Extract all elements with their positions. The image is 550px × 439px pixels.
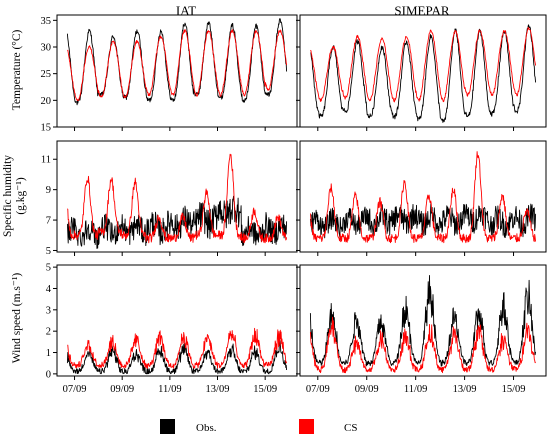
panel-iat-wind: 0 1 2 3 4 5 07/09 09/09 11/09 13/09 15/09 xyxy=(46,263,298,395)
legend-swatch-obs xyxy=(160,419,175,434)
series-line-obs xyxy=(310,24,537,123)
y-tick-label: 5 xyxy=(46,263,51,274)
y-tick-label: 2 xyxy=(46,327,51,338)
y-tick-label: 3 xyxy=(46,305,51,316)
panels-group: 15 20 25 30 35 5 7 9 11 0 1 2 3 4 5 07/09 09/09 11/09 13/0… xyxy=(41,14,547,395)
x-tick-label: 11/09 xyxy=(404,384,428,395)
x-tick-label: 15/09 xyxy=(502,384,526,395)
y-tick-label: 20 xyxy=(41,96,52,107)
panel-frame xyxy=(56,140,298,253)
x-tick-label: 13/09 xyxy=(453,384,477,395)
panel-iat-temperature: 15 20 25 30 35 xyxy=(41,14,298,134)
x-tick-label: 09/09 xyxy=(110,384,134,395)
panel-frame xyxy=(56,14,298,128)
y-tick-label: 7 xyxy=(46,216,51,227)
x-tick-label: 13/09 xyxy=(206,384,230,395)
y-tick-label: 35 xyxy=(41,16,52,27)
x-tick-label: 07/09 xyxy=(306,384,330,395)
ylabel-wind: Wind speed (m.s⁻¹) xyxy=(11,273,23,364)
panel-frame xyxy=(56,264,298,377)
series-line-obs xyxy=(66,338,288,375)
ylabel-temperature: Temperature (°C) xyxy=(11,29,23,110)
y-tick-label: 15 xyxy=(41,123,52,134)
y-tick-label: 0 xyxy=(46,369,51,380)
panel-simepar-humidity xyxy=(296,140,547,256)
series-line-cs xyxy=(309,316,536,374)
panel-frame xyxy=(299,14,547,128)
panel-frame xyxy=(299,264,547,377)
y-tick-label: 1 xyxy=(46,348,51,359)
x-tick-label: 15/09 xyxy=(253,384,277,395)
column-title-iat: IAT xyxy=(176,3,196,18)
legend-swatch-cs xyxy=(299,419,314,434)
ylabel-humidity-line1: Specific humidity xyxy=(2,155,14,237)
series-line-obs xyxy=(309,203,537,239)
series-line-cs xyxy=(310,26,537,103)
y-tick-label: 25 xyxy=(41,69,52,80)
y-tick-label: 5 xyxy=(46,246,51,257)
series-line-obs xyxy=(66,18,288,106)
ylabel-humidity-line2: (g.kg⁻¹) xyxy=(15,177,27,214)
series-line-cs xyxy=(67,29,288,101)
x-tick-label: 09/09 xyxy=(355,384,379,395)
x-tick-label: 11/09 xyxy=(158,384,182,395)
panel-simepar-wind: 07/09 09/09 11/09 13/09 15/09 xyxy=(296,264,547,395)
series-line-obs xyxy=(309,275,537,367)
x-tick-label: 07/09 xyxy=(63,384,87,395)
series-line-cs xyxy=(309,151,537,244)
series-line-cs xyxy=(67,327,288,369)
panel-iat-humidity: 5 7 9 11 xyxy=(41,140,298,257)
y-tick-label: 30 xyxy=(41,43,52,54)
series-line-obs xyxy=(66,195,288,249)
column-title-simepar: SIMEPAR xyxy=(394,3,449,18)
series-line-cs xyxy=(67,153,288,244)
y-tick-label: 4 xyxy=(46,284,52,295)
panel-frame xyxy=(299,140,547,253)
y-tick-label: 9 xyxy=(46,185,51,196)
legend-label-obs: Obs. xyxy=(196,422,217,434)
panel-simepar-temperature xyxy=(296,14,547,131)
y-tick-label: 11 xyxy=(41,155,51,166)
legend-label-cs: CS xyxy=(344,422,357,434)
legend: Obs. CS xyxy=(160,419,357,434)
